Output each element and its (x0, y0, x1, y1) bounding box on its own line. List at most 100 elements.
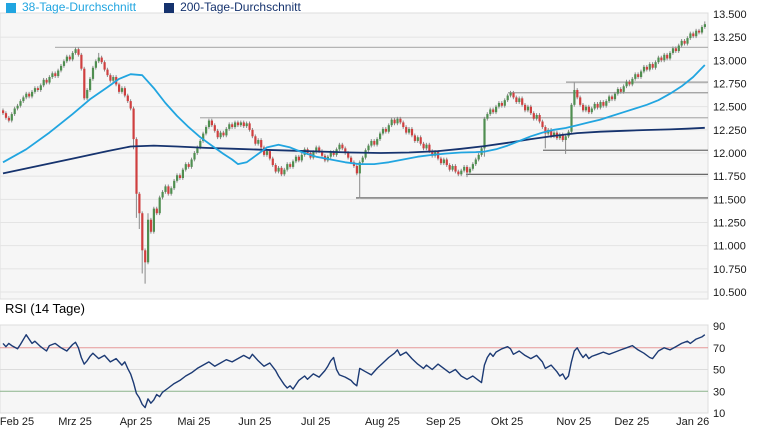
candle (155, 208, 158, 214)
candle (181, 169, 184, 179)
price-tick-label: 13.500 (713, 9, 747, 21)
candle (60, 65, 63, 71)
candle (393, 119, 396, 124)
candle (341, 144, 344, 149)
price-tick-label: 12.250 (713, 125, 747, 137)
candle (51, 73, 54, 78)
candle (178, 175, 182, 179)
x-axis-labels: Feb 25 Mrz 25 Apr 25 Mai 25 Jun 25 Jul 25 Aug … (0, 416, 709, 428)
candle (271, 158, 274, 166)
month-label: Jun 25 (238, 416, 271, 428)
candle (31, 91, 34, 97)
candle (637, 74, 640, 78)
legend-label-ma38: 38-Tage-Durchschnitt (22, 0, 137, 14)
candle (94, 61, 97, 68)
candle (381, 128, 385, 134)
candle (16, 105, 19, 109)
candle (242, 122, 245, 127)
candle (45, 79, 48, 83)
candle (347, 153, 350, 158)
ma38-line (2, 64, 706, 166)
price-tick-label: 13.250 (713, 32, 747, 44)
rsi-line (2, 334, 706, 409)
candle (422, 143, 425, 149)
rsi-tick-label: 30 (713, 386, 725, 398)
candle (457, 171, 460, 175)
candle (445, 159, 448, 166)
candle (318, 147, 321, 152)
candle (677, 45, 680, 52)
candle (54, 73, 57, 77)
candle (460, 170, 463, 175)
candle (390, 119, 393, 126)
price-tick-label: 11.000 (713, 241, 746, 253)
month-label: Jan 26 (676, 416, 709, 428)
candle (292, 161, 295, 167)
candle (669, 52, 672, 59)
main-plot-background (0, 12, 709, 300)
candle (236, 122, 240, 126)
rsi-tick-label: 90 (713, 321, 725, 333)
candle (89, 78, 92, 90)
candle (190, 159, 193, 167)
candle (228, 124, 231, 129)
candle (260, 140, 263, 148)
candle (100, 57, 103, 63)
candle (39, 85, 42, 90)
candle (648, 64, 651, 70)
candle (384, 128, 387, 132)
candle (109, 75, 112, 81)
candle (573, 89, 576, 105)
candle (503, 100, 506, 106)
candle (405, 127, 408, 133)
candle (219, 132, 222, 138)
candle (379, 133, 382, 140)
candle (599, 102, 602, 108)
legend-item-ma38: 38-Tage-Durchschnitt (6, 0, 136, 15)
candle (645, 66, 648, 70)
candle (396, 118, 399, 124)
candle (268, 151, 271, 159)
price-tick-label: 10.500 (713, 287, 747, 299)
candle (344, 148, 347, 153)
price-tick-label: 11.750 (713, 171, 746, 183)
candle (207, 120, 211, 128)
candle (138, 193, 141, 214)
candle (619, 89, 622, 92)
rsi-panel-title: RSI (14 Tage) (5, 301, 85, 316)
month-label: Jul 25 (301, 416, 330, 428)
candle (216, 130, 219, 138)
candle (312, 152, 315, 158)
candle (10, 114, 13, 121)
candle (463, 166, 466, 171)
candle (489, 109, 492, 115)
candle (532, 113, 535, 119)
candle (657, 57, 660, 63)
candle (538, 115, 541, 122)
candle (529, 106, 532, 114)
candle (373, 140, 376, 145)
candle (608, 96, 611, 102)
candle (442, 159, 445, 164)
candle (147, 219, 150, 263)
candle (367, 145, 370, 151)
candle (25, 93, 28, 98)
ma200-line (2, 126, 705, 175)
candle (263, 147, 266, 155)
candle (495, 106, 498, 113)
candle (631, 78, 634, 85)
candle (553, 132, 556, 137)
ma200-swatch-icon (164, 2, 175, 13)
candle (62, 61, 66, 66)
candle (129, 101, 132, 109)
candle (419, 137, 422, 144)
candle (674, 48, 677, 52)
candle (582, 104, 585, 111)
candle (486, 114, 489, 119)
month-label: Apr 25 (120, 416, 152, 428)
candle (97, 57, 100, 62)
candle (294, 156, 298, 162)
rsi-tick-label: 70 (713, 343, 725, 355)
candle (2, 110, 5, 114)
